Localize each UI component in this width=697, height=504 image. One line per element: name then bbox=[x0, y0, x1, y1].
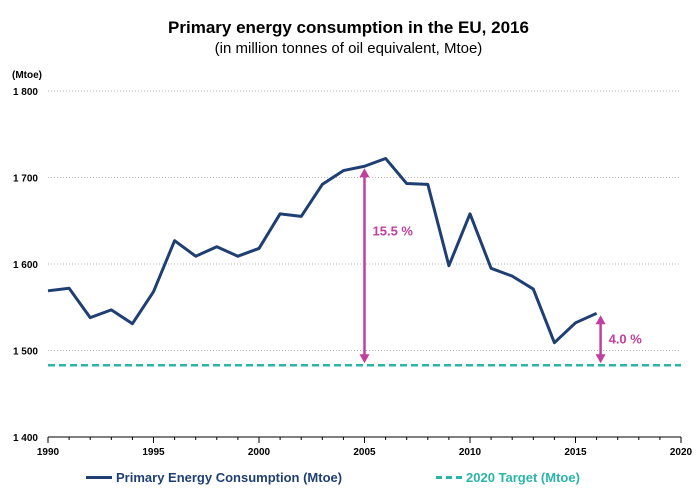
y-tick-label: 1 800 bbox=[13, 87, 38, 98]
annotation-arrowhead-up bbox=[595, 315, 606, 325]
x-tick-label: 2010 bbox=[459, 447, 482, 458]
y-tick-label: 1 500 bbox=[13, 347, 38, 358]
y-axis-label: (Mtoe) bbox=[12, 70, 42, 81]
legend-swatch-consumption bbox=[86, 476, 112, 479]
x-tick-label: 2015 bbox=[564, 447, 587, 458]
x-tick-label: 1990 bbox=[37, 447, 60, 458]
legend-label-consumption: Primary Energy Consumption (Mtoe) bbox=[116, 470, 343, 485]
x-tick-label: 1995 bbox=[142, 447, 165, 458]
chart-title: Primary energy consumption in the EU, 20… bbox=[168, 18, 529, 37]
annotation-label: 4.0 % bbox=[609, 331, 643, 346]
y-tick-label: 1 600 bbox=[13, 260, 38, 271]
y-tick-label: 1 400 bbox=[13, 433, 38, 444]
x-tick-label: 2020 bbox=[670, 447, 693, 458]
annotation-arrowhead-down bbox=[595, 354, 606, 364]
chart-subtitle: (in million tonnes of oil equivalent, Mt… bbox=[214, 40, 483, 57]
x-tick-label: 2000 bbox=[248, 447, 271, 458]
annotation-label: 15.5 % bbox=[373, 224, 414, 239]
legend-item-target: 2020 Target (Mtoe) bbox=[436, 470, 580, 485]
y-tick-label: 1 700 bbox=[13, 174, 38, 185]
x-tick-label: 2005 bbox=[353, 447, 376, 458]
annotation-arrowhead-up bbox=[359, 168, 370, 178]
legend-swatch-target bbox=[436, 476, 462, 479]
annotation-arrowhead-down bbox=[359, 354, 370, 364]
legend-item-consumption: Primary Energy Consumption (Mtoe) bbox=[86, 470, 342, 485]
legend-label-target: 2020 Target (Mtoe) bbox=[466, 470, 580, 485]
series-line-consumption bbox=[47, 156, 598, 345]
